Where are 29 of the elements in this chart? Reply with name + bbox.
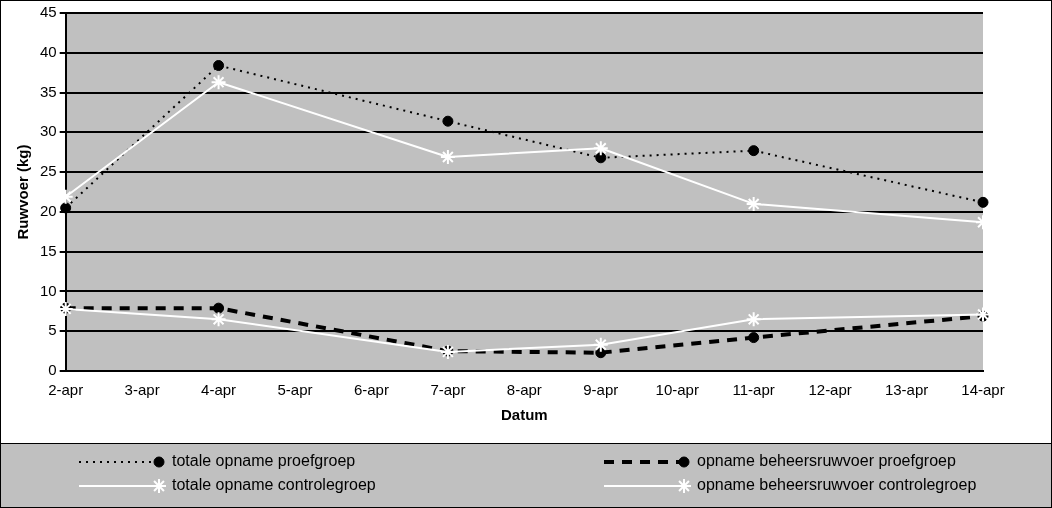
x-tick-label: 14-apr	[961, 381, 1005, 399]
x-tick-label: 7-apr	[430, 381, 466, 399]
y-tick-label: 25	[40, 162, 57, 180]
x-tick-label: 3-apr	[124, 381, 160, 399]
y-tick-label: 30	[40, 122, 57, 140]
y-tick-label: 35	[40, 82, 57, 100]
y-tick-label: 10	[40, 281, 57, 299]
x-tick-label: 10-apr	[655, 381, 699, 399]
y-axis-title: Ruwvoer (kg)	[14, 144, 32, 240]
y-tick-label: 45	[40, 3, 57, 21]
legend-label: totale opname controlegroep	[172, 476, 376, 494]
x-tick-label: 13-apr	[884, 381, 929, 399]
x-axis-title: Datum	[501, 406, 548, 424]
x-tick-label: 11-apr	[732, 381, 775, 399]
x-tick-label: 8-apr	[506, 381, 542, 399]
legend-label: totale opname proefgroep	[172, 452, 356, 470]
x-tick-label: 12-apr	[808, 381, 852, 399]
x-tick-label: 6-apr	[353, 381, 389, 399]
y-tick-label: 15	[40, 241, 57, 259]
x-tick-label: 4-apr	[201, 381, 237, 399]
y-tick-label: 40	[40, 42, 57, 60]
y-tick-label: 0	[48, 361, 57, 379]
x-tick-label: 9-apr	[583, 381, 619, 399]
x-tick-label: 2-apr	[48, 381, 84, 399]
y-tick-label: 5	[48, 321, 57, 339]
legend-label: opname beheersruwvoer controlegroep	[697, 476, 977, 494]
legend-label: opname beheersruwvoer proefgroep	[697, 452, 956, 470]
x-tick-label: 5-apr	[277, 381, 313, 399]
y-tick-label: 20	[40, 202, 57, 220]
